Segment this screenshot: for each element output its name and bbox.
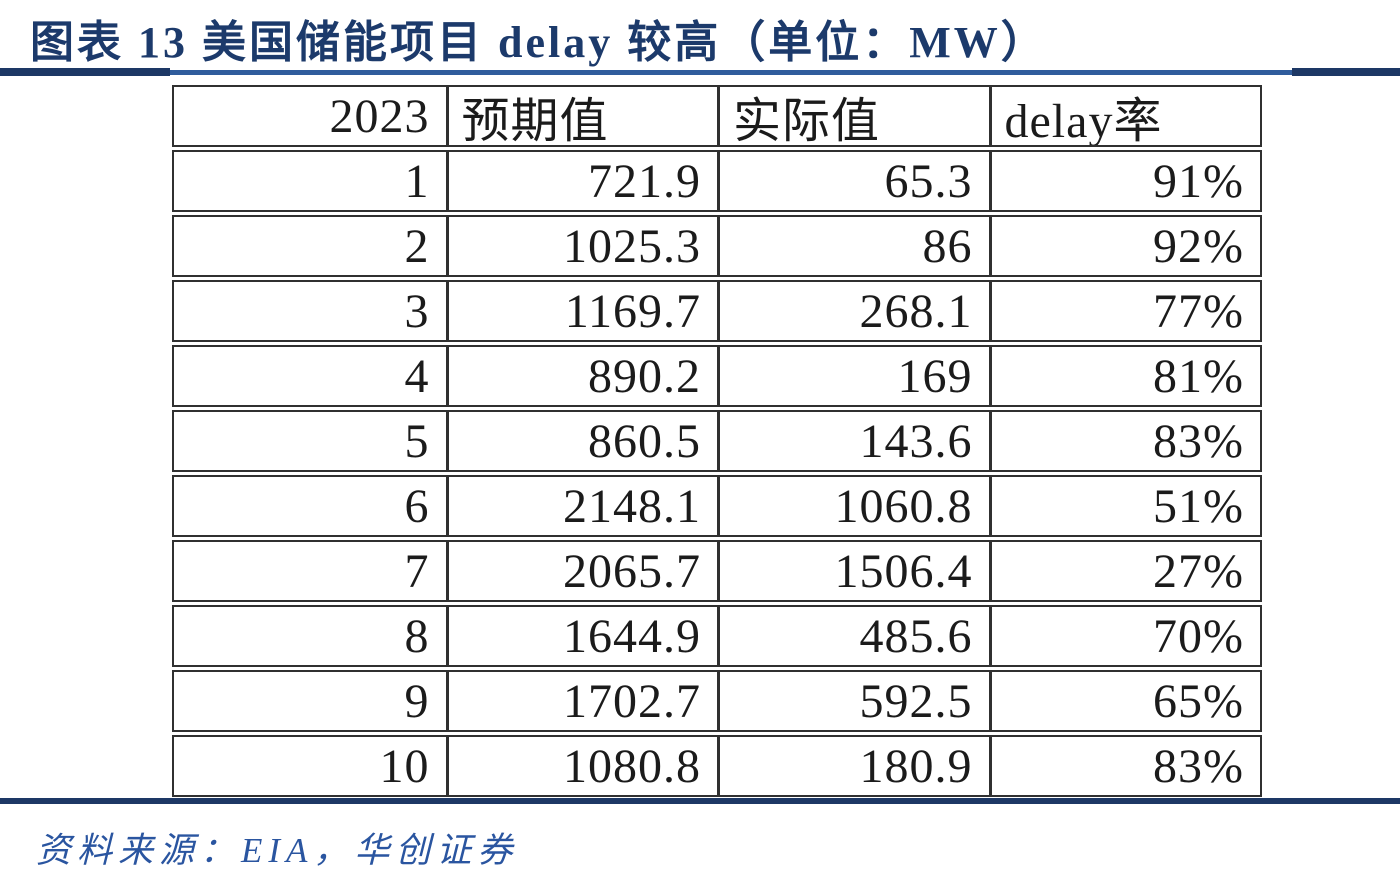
table-cell: 890.2 bbox=[445, 347, 718, 405]
table-cell: 1080.8 bbox=[445, 737, 718, 795]
source-note: 资料来源：EIA，华创证券 bbox=[36, 831, 519, 870]
table-cell: 91% bbox=[988, 152, 1261, 210]
table-cell: 2148.1 bbox=[445, 477, 718, 535]
table-cell: 1 bbox=[404, 154, 430, 208]
delay-data-table: 2023 预期值 实际值 delay率 1 721.9 65.3 91% 2 1025.3… bbox=[172, 85, 1262, 800]
table-body: 1 721.9 65.3 91% 2 1025.3 86 92% 3 1169.7 268.1 77%… bbox=[172, 150, 1262, 797]
column-header-delay-rate: delay率 bbox=[988, 87, 1261, 145]
table-cell: 2065.7 bbox=[445, 542, 718, 600]
table-cell: 3 bbox=[404, 284, 430, 338]
table-header-row: 2023 预期值 实际值 delay率 bbox=[172, 85, 1262, 147]
table-cell: 860.5 bbox=[445, 412, 718, 470]
table-row: 8 1644.9 485.6 70% bbox=[172, 605, 1262, 667]
figure-title: 图表 13 美国储能项目 delay 较高（单位：MW） bbox=[30, 18, 1048, 67]
column-header-actual: 实际值 bbox=[717, 87, 989, 145]
table-row: 3 1169.7 268.1 77% bbox=[172, 280, 1262, 342]
table-cell: 65.3 bbox=[717, 152, 989, 210]
table-cell: 5 bbox=[404, 414, 430, 468]
table-cell: 81% bbox=[988, 347, 1261, 405]
table-cell: 65% bbox=[988, 672, 1261, 730]
table-cell: 4 bbox=[404, 349, 430, 403]
table-cell: 7 bbox=[404, 544, 430, 598]
table-cell: 27% bbox=[988, 542, 1261, 600]
table-cell: 8 bbox=[404, 609, 430, 663]
table-cell: 6 bbox=[404, 479, 430, 533]
table-cell: 1506.4 bbox=[717, 542, 989, 600]
table-cell: 485.6 bbox=[717, 607, 989, 665]
title-divider-left-cap bbox=[0, 68, 170, 76]
table-row: 6 2148.1 1060.8 51% bbox=[172, 475, 1262, 537]
table-cell: 92% bbox=[988, 217, 1261, 275]
table-cell: 1060.8 bbox=[717, 477, 989, 535]
table-cell: 2 bbox=[404, 219, 430, 273]
table-cell: 721.9 bbox=[445, 152, 718, 210]
table-row: 2 1025.3 86 92% bbox=[172, 215, 1262, 277]
title-divider-rule bbox=[0, 68, 1400, 76]
table-cell: 9 bbox=[404, 674, 430, 728]
table-row: 7 2065.7 1506.4 27% bbox=[172, 540, 1262, 602]
table-cell: 1025.3 bbox=[445, 217, 718, 275]
table-cell: 169 bbox=[717, 347, 989, 405]
table-cell: 1644.9 bbox=[445, 607, 718, 665]
table-bottom-rule bbox=[0, 798, 1400, 804]
table-cell: 86 bbox=[717, 217, 989, 275]
table-cell: 83% bbox=[988, 737, 1261, 795]
table-cell: 10 bbox=[379, 739, 430, 793]
table-cell: 592.5 bbox=[717, 672, 989, 730]
table-row: 5 860.5 143.6 83% bbox=[172, 410, 1262, 472]
table-cell: 83% bbox=[988, 412, 1261, 470]
table-row: 10 1080.8 180.9 83% bbox=[172, 735, 1262, 797]
table-cell: 1702.7 bbox=[445, 672, 718, 730]
table-cell: 268.1 bbox=[717, 282, 989, 340]
column-header-month-2023: 2023 bbox=[329, 89, 430, 143]
table-cell: 70% bbox=[988, 607, 1261, 665]
table-cell: 143.6 bbox=[717, 412, 989, 470]
table-cell: 180.9 bbox=[717, 737, 989, 795]
table-row: 9 1702.7 592.5 65% bbox=[172, 670, 1262, 732]
table-cell: 51% bbox=[988, 477, 1261, 535]
column-header-expected: 预期值 bbox=[445, 87, 718, 145]
table-cell: 1169.7 bbox=[445, 282, 718, 340]
table-row: 4 890.2 169 81% bbox=[172, 345, 1262, 407]
title-divider-right-cap bbox=[1292, 68, 1400, 76]
table-cell: 77% bbox=[988, 282, 1261, 340]
table-row: 1 721.9 65.3 91% bbox=[172, 150, 1262, 212]
